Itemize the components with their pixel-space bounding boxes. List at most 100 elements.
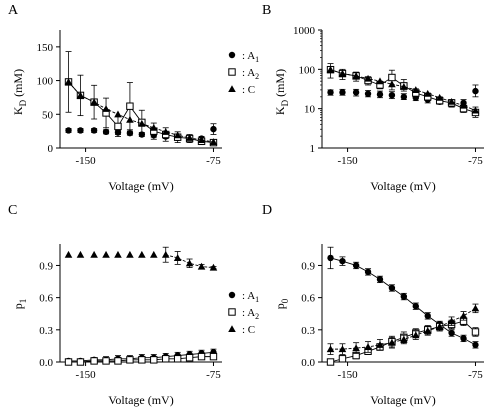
series-circle [327,246,479,349]
data-point-triangle [423,89,432,97]
x-axis-label: Voltage (mV) [370,179,435,193]
data-point-triangle [326,65,335,73]
data-point-circle [460,335,467,342]
y-axis-label-unit: (mM) [11,69,25,100]
legend: : A1: A2: C [228,50,259,96]
y-tick-label: 0.6 [39,293,53,305]
data-point-triangle [161,250,170,258]
series-triangle [326,303,480,355]
data-point-circle [65,127,72,134]
data-point-triangle [376,77,384,85]
data-point-triangle [459,101,468,109]
data-point-triangle [161,128,170,135]
data-point-circle [412,303,419,310]
series-triangle [326,65,480,114]
data-point-circle [472,87,479,95]
data-point-circle [448,329,455,337]
data-point-circle [210,125,217,133]
data-point-triangle [435,93,444,101]
data-point-triangle [90,98,98,106]
legend-marker-triangle [228,85,236,93]
data-point-triangle [185,134,194,141]
data-point-triangle [447,317,456,325]
data-point-circle [472,341,479,349]
legend-label-main: : A [242,307,255,319]
data-point-triangle [173,131,182,139]
data-point-triangle [197,262,206,270]
data-point-triangle [90,250,98,258]
data-point-square [126,102,134,110]
legend-label-main: : A [242,290,255,302]
panel-d: D 0.0 0.3 0.6 0.9 -150 -75 Voltage (mV) p0 [262,203,484,407]
data-point-square [102,357,110,365]
y-axis-label: p1 [11,299,28,310]
data-point-circle [400,293,408,300]
legend-label-sub: 1 [255,55,259,64]
y-axis-label-main: K [273,106,287,115]
data-point-triangle [326,345,335,353]
data-point-triangle [411,86,420,93]
data-point-square [326,358,335,366]
y-tick-label: 0.9 [39,260,53,272]
y-tick-label: 50 [42,109,54,121]
x-axis-label: Voltage (mV) [108,179,173,193]
data-point-triangle [376,341,384,348]
data-point-triangle [197,136,206,143]
x-axis-label: Voltage (mV) [370,393,435,407]
data-point-square [138,356,146,364]
x-tick-label: -150 [75,369,96,381]
y-axis-label-sub: D [18,99,28,106]
data-point-triangle [149,123,158,131]
panel-a: A 0 50 100 150 -150 -75 Voltage (mV) KD (mM): A1… [8,3,259,193]
series-square [64,352,218,366]
data-point-square [209,352,218,361]
y-tick-label: 10 [304,104,316,116]
y-axis-label-main: p [11,303,25,309]
x-tick-label: -75 [468,155,483,167]
x-tick-label: -75 [468,369,483,381]
data-point-circle [126,129,134,137]
panel-b: B 1 10 100 1000 -150 -75 Voltage (mV) KD (mM) [262,3,484,193]
panel-label: A [8,3,19,18]
data-point-square [150,356,158,364]
y-tick-label: 150 [37,42,54,54]
legend-label: : A2 [242,307,259,321]
data-point-circle [327,89,334,96]
legend-label-sub: 1 [255,295,259,304]
series-triangle [64,246,218,271]
data-point-triangle [411,331,420,339]
y-axis-label-sub: 0 [280,298,290,303]
data-point-square [64,358,73,366]
data-point-triangle [173,254,182,261]
data-point-square [126,356,134,364]
data-point-square [388,73,396,82]
data-point-triangle [138,119,146,127]
legend-label-sub: 2 [255,312,259,321]
data-point-circle [77,127,84,134]
data-point-triangle [209,263,218,271]
data-point-square [162,355,170,363]
x-tick-label: -150 [337,155,358,167]
y-tick-label: 0.0 [301,357,315,369]
legend-marker-square [228,68,236,76]
data-point-triangle [435,322,444,330]
legend-label-sub: 2 [255,72,259,81]
data-point-circle [90,127,98,134]
y-axis-label-main: p [273,303,287,309]
y-tick-label: 1 [310,143,316,155]
x-tick-label: -75 [206,369,221,381]
data-point-triangle [76,91,85,99]
data-point-square [90,357,98,365]
data-point-circle [364,268,372,276]
data-point-triangle [114,250,122,258]
x-tick-label: -150 [337,369,358,381]
data-point-circle [339,89,346,96]
legend-label: : A2 [242,67,259,81]
legend-label: : C [242,324,255,336]
legend-marker-circle [228,291,236,299]
data-point-triangle [423,327,432,334]
legend-label-main: : A [242,50,255,62]
y-axis-label: KD (mM) [11,69,28,115]
legend-label-main: : C [242,324,255,336]
